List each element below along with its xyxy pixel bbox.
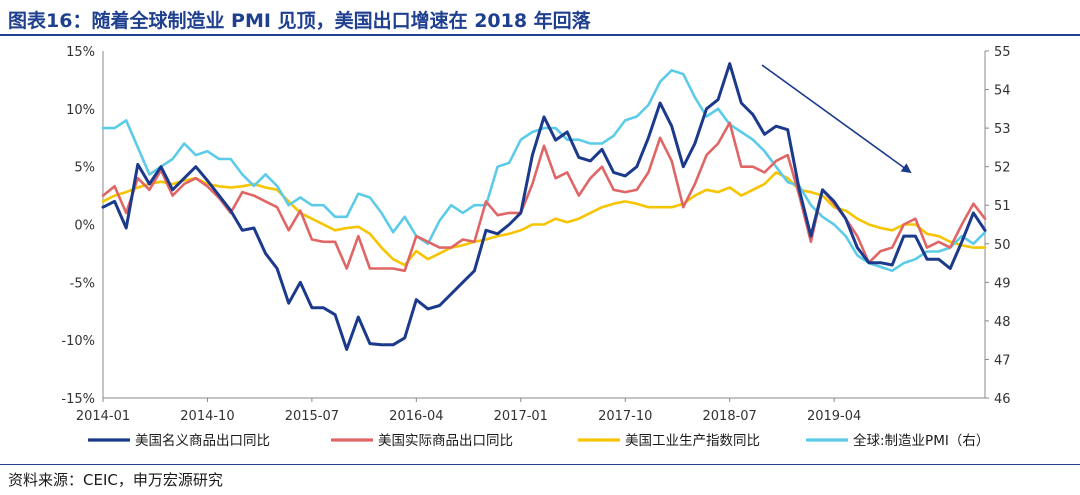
legend: 美国名义商品出口同比 美国实际商品出口同比 美国工业生产指数同比 全球:制造业PMI（… [88,432,989,449]
x-tick-label: 2014-10 [180,409,234,424]
source-note: 资料来源：CEIC，申万宏源研究 [8,471,223,489]
source-rule [0,464,1080,465]
x-tick-label: 2018-07 [703,409,757,424]
x-tick-label: 2015-07 [285,409,339,424]
x-tick-label: 2016-04 [389,409,443,424]
x-tick-label: 2017-10 [598,409,652,424]
legend-label: 美国实际商品出口同比 [378,433,513,449]
trend-arrow [761,64,912,174]
y-right-tick-label: 55 [994,45,1011,60]
line-chart: 15% 10% 5% 0% -5% -10% -15% 55 54 53 52 51 50 49 48 47 4… [61,45,1010,449]
y-right-tick-label: 50 [994,238,1011,253]
legend-label: 全球:制造业PMI（右） [853,432,989,449]
legend-label: 美国名义商品出口同比 [135,433,270,449]
series-line-0 [101,62,987,351]
y-left-tick-label: 5% [74,161,95,176]
y-left-tick-label: -5% [70,276,95,291]
x-tick-label: 2014-01 [76,409,130,424]
y-left-tick-label: 10% [66,103,95,118]
y-right-tick-label: 48 [994,315,1011,330]
axes: 15% 10% 5% 0% -5% -10% -15% 55 54 53 52 51 50 49 48 47 4… [61,45,1010,424]
y-left-tick-label: -15% [61,392,95,407]
series-line-3 [101,69,987,273]
chart-title: 图表16：随着全球制造业 PMI 见顶，美国出口增速在 2018 年回落 [8,10,591,32]
y-right-tick-label: 51 [994,199,1011,214]
y-right-tick-label: 49 [994,276,1011,291]
x-tick-label: 2017-01 [494,409,548,424]
x-tick-label: 2019-04 [807,409,861,424]
y-right-tick-label: 53 [994,122,1011,137]
y-right-tick-label: 47 [994,353,1011,368]
legend-label: 美国工业生产指数同比 [625,433,760,449]
y-left-tick-label: 0% [74,219,95,234]
title-rule [0,34,1080,36]
y-right-tick-label: 54 [994,84,1011,99]
y-right-tick-label: 52 [994,161,1011,176]
y-right-tick-label: 46 [994,392,1011,407]
y-left-tick-label: -10% [61,334,95,349]
y-left-tick-label: 15% [66,45,95,60]
series-layer [101,62,987,351]
